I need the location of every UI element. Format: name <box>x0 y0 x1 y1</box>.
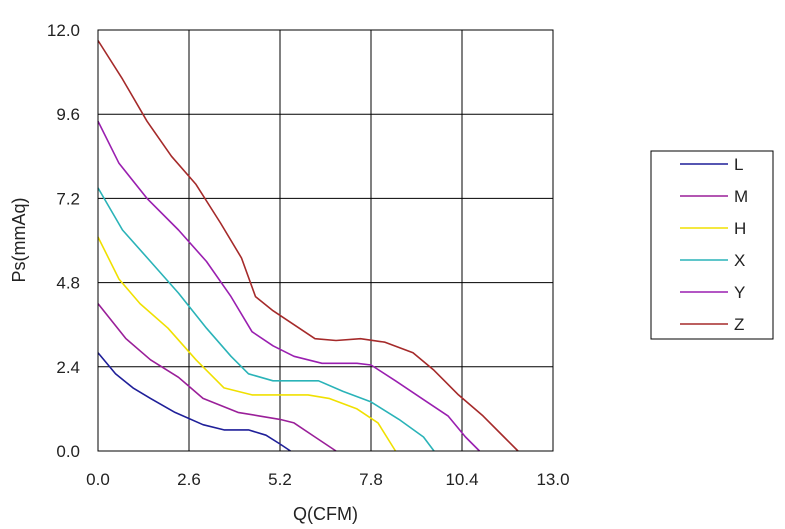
series-line-y <box>97 120 481 452</box>
y-tick-label: 9.6 <box>56 105 80 124</box>
series-line-l <box>97 352 291 452</box>
x-tick-label: 13.0 <box>536 470 569 489</box>
series-line-m <box>97 303 337 452</box>
y-tick-label: 12.0 <box>47 21 80 40</box>
y-tick-labels: 0.0 2.4 4.8 7.2 9.6 12.0 <box>47 21 80 461</box>
series-line-z <box>97 40 519 452</box>
y-axis-title: Ps(mmAq) <box>9 198 29 283</box>
plot-border <box>97 29 554 452</box>
x-tick-label: 2.6 <box>177 470 201 489</box>
legend-label-m: M <box>734 187 748 206</box>
grid <box>98 30 553 451</box>
x-tick-label: 7.8 <box>359 470 383 489</box>
series-line-x <box>97 187 435 452</box>
x-tick-labels: 0.0 2.6 5.2 7.8 10.4 13.0 <box>86 470 569 489</box>
y-tick-label: 0.0 <box>56 442 80 461</box>
legend-box <box>650 150 774 340</box>
legend-label-l: L <box>734 155 743 174</box>
legend-label-z: Z <box>734 315 744 334</box>
y-tick-label: 2.4 <box>56 358 80 377</box>
series-line-h <box>97 236 397 452</box>
plot-area <box>98 30 553 451</box>
legend-label-x: X <box>734 251 745 270</box>
y-tick-label: 4.8 <box>56 274 80 293</box>
y-tick-label: 7.2 <box>56 189 80 208</box>
x-axis-title: Q(CFM) <box>293 504 358 524</box>
x-tick-label: 10.4 <box>445 470 478 489</box>
legend-label-y: Y <box>734 283 745 302</box>
legend-label-h: H <box>734 219 746 238</box>
x-tick-label: 5.2 <box>268 470 292 489</box>
series-group <box>97 40 519 452</box>
x-tick-label: 0.0 <box>86 470 110 489</box>
